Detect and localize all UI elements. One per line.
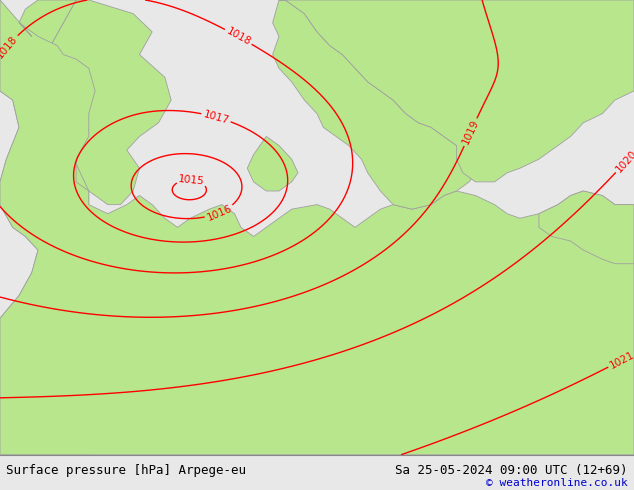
Polygon shape bbox=[19, 0, 76, 46]
Text: Sa 25-05-2024 09:00 UTC (12+69): Sa 25-05-2024 09:00 UTC (12+69) bbox=[395, 464, 628, 477]
Text: Surface pressure [hPa] Arpege-eu: Surface pressure [hPa] Arpege-eu bbox=[6, 464, 247, 477]
Polygon shape bbox=[0, 0, 634, 455]
Polygon shape bbox=[539, 191, 634, 264]
Text: 1018: 1018 bbox=[0, 33, 20, 60]
Text: 1017: 1017 bbox=[202, 109, 230, 125]
Text: 1015: 1015 bbox=[178, 174, 205, 186]
Text: 1019: 1019 bbox=[460, 118, 481, 147]
Text: 1020: 1020 bbox=[614, 148, 634, 174]
Text: 1018: 1018 bbox=[224, 26, 252, 48]
Polygon shape bbox=[247, 136, 298, 191]
Text: © weatheronline.co.uk: © weatheronline.co.uk bbox=[486, 478, 628, 488]
Polygon shape bbox=[279, 0, 634, 182]
Polygon shape bbox=[0, 0, 114, 455]
Polygon shape bbox=[13, 68, 63, 114]
Text: 1016: 1016 bbox=[205, 203, 233, 222]
Polygon shape bbox=[273, 0, 476, 209]
Polygon shape bbox=[44, 0, 171, 205]
Text: 1021: 1021 bbox=[608, 349, 634, 370]
